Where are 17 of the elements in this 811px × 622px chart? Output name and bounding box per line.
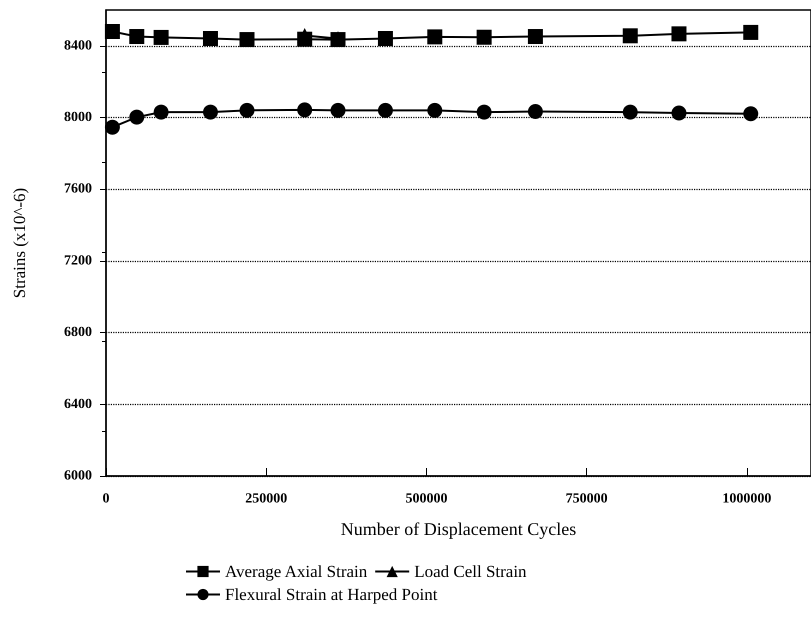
legend-label: Average Axial Strain [225,562,368,581]
y-tick-label: 8000 [64,110,92,126]
x-tick-label: 250000 [245,492,288,506]
y-tick-label: 7200 [64,253,92,268]
x-axis-title: Number of Displacement Cycles [340,519,576,539]
y-tick-label: 6400 [64,396,92,412]
x-tick-label: 1000000 [722,492,772,506]
y-axis-title: Strains (x10^-6) [10,188,29,298]
y-tick-label: 8400 [64,38,92,54]
y-tick-label: 6000 [64,468,92,484]
legend-label: Flexural Strain at Harped Point [225,585,438,604]
legend-label: Load Cell Strain [414,562,528,581]
x-tick-label: 750000 [566,492,608,506]
y-tick-label: 6800 [64,325,92,340]
y-tick-label: 7600 [64,182,92,197]
x-tick-label: 500000 [405,492,448,506]
x-tick-label: 0 [102,492,110,506]
